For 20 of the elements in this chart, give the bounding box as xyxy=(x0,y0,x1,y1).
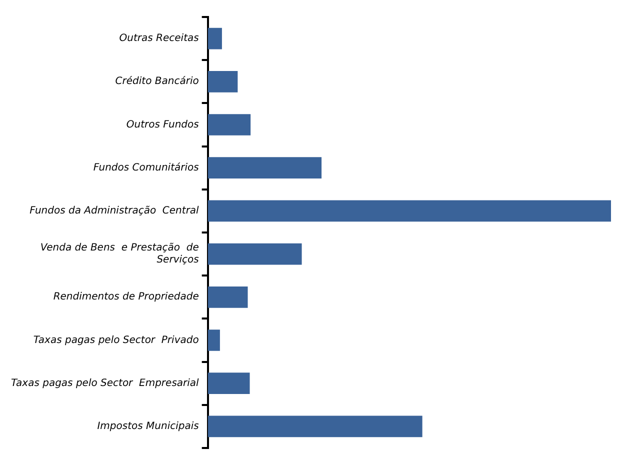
bar xyxy=(208,28,222,50)
y-tick-label: Outras Receitas xyxy=(119,33,199,44)
bar xyxy=(208,114,251,136)
y-tick-label: Fundos da Administração Central xyxy=(30,206,200,217)
y-tick-label: Outros Fundos xyxy=(126,119,199,130)
bar xyxy=(208,286,248,308)
bar xyxy=(208,243,302,265)
bar xyxy=(208,372,250,394)
y-tick-label: Venda de Bens e Prestação de Serviços xyxy=(40,242,199,266)
y-tick-label: Rendimentos de Propriedade xyxy=(53,292,199,303)
bar xyxy=(208,70,238,92)
bar xyxy=(208,200,611,222)
bar xyxy=(208,330,220,351)
y-tick-label: Taxas pagas pelo Sector Privado xyxy=(33,334,199,346)
bar xyxy=(208,416,422,438)
bar xyxy=(208,157,322,179)
y-tick-label: Impostos Municipais xyxy=(97,421,199,432)
y-tick-label: Crédito Bancário xyxy=(115,76,199,88)
y-tick-label: Fundos Comunitários xyxy=(93,162,199,174)
y-tick-label: Taxas pagas pelo Sector Empresarial xyxy=(10,378,200,389)
